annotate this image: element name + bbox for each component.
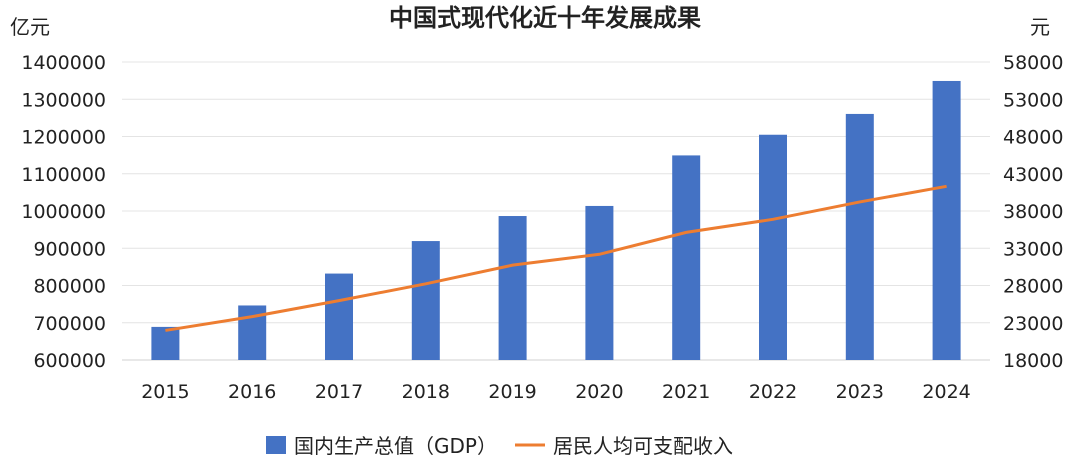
- legend-label-income: 居民人均可支配收入: [553, 434, 733, 458]
- left-tick-label: 1100000: [21, 164, 106, 186]
- left-axis-unit: 亿元: [10, 15, 50, 39]
- right-tick-label: 33000: [1003, 238, 1063, 260]
- left-tick-label: 600000: [33, 350, 106, 372]
- right-tick-label: 28000: [1003, 276, 1063, 298]
- x-tick-label: 2015: [141, 381, 189, 403]
- x-tick-label: 2022: [749, 381, 797, 403]
- bar-gdp-2018: [412, 241, 440, 360]
- bar-gdp-2015: [151, 327, 179, 360]
- right-tick-label: 18000: [1003, 350, 1063, 372]
- x-tick-label: 2016: [228, 381, 276, 403]
- bar-gdp-2021: [672, 155, 700, 360]
- bar-gdp-2023: [846, 114, 874, 360]
- bar-gdp-2020: [585, 206, 613, 360]
- left-tick-label: 1200000: [21, 127, 106, 149]
- x-tick-label: 2018: [402, 381, 450, 403]
- x-tick-label: 2024: [922, 381, 970, 403]
- x-tick-label: 2023: [836, 381, 884, 403]
- right-tick-label: 43000: [1003, 164, 1063, 186]
- chart-title: 中国式现代化近十年发展成果: [389, 4, 701, 32]
- right-tick-label: 38000: [1003, 201, 1063, 223]
- right-tick-label: 23000: [1003, 313, 1063, 335]
- right-axis-unit: 元: [1030, 15, 1050, 39]
- left-tick-label: 700000: [33, 313, 106, 335]
- legend: 国内生产总值（GDP） 居民人均可支配收入: [266, 434, 733, 458]
- x-tick-label: 2021: [662, 381, 710, 403]
- left-tick-label: 1400000: [21, 52, 106, 74]
- right-tick-label: 58000: [1003, 52, 1063, 74]
- legend-swatch-gdp: [266, 436, 286, 454]
- left-tick-label: 800000: [33, 276, 106, 298]
- bar-gdp-2024: [933, 81, 961, 360]
- right-tick-label: 48000: [1003, 127, 1063, 149]
- bar-gdp-2022: [759, 135, 787, 360]
- x-tick-label: 2017: [315, 381, 363, 403]
- bar-gdp-2019: [499, 216, 527, 360]
- bar-gdp-2017: [325, 274, 353, 360]
- line-income: [165, 186, 946, 330]
- x-tick-label: 2019: [488, 381, 536, 403]
- right-tick-label: 53000: [1003, 89, 1063, 111]
- left-tick-label: 900000: [33, 238, 106, 260]
- left-tick-label: 1000000: [21, 201, 106, 223]
- left-tick-label: 1300000: [21, 89, 106, 111]
- legend-label-gdp: 国内生产总值（GDP）: [294, 434, 497, 458]
- x-tick-label: 2020: [575, 381, 623, 403]
